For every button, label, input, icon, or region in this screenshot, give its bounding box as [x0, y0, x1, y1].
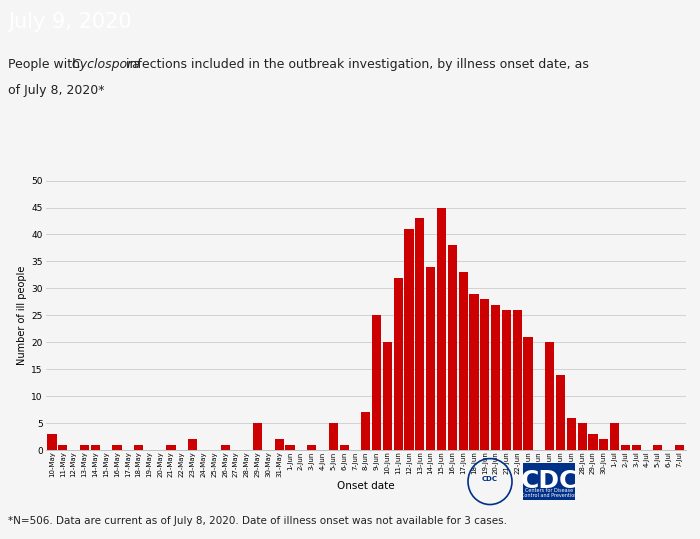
Bar	[48, 434, 57, 450]
Bar	[599, 439, 608, 450]
Bar	[415, 218, 424, 450]
Bar	[426, 267, 435, 450]
Bar	[329, 423, 338, 450]
Bar	[491, 305, 500, 450]
Bar	[340, 445, 349, 450]
Bar	[134, 445, 143, 450]
X-axis label: Onset date: Onset date	[337, 481, 395, 492]
Bar	[675, 445, 684, 450]
Text: Cyclospora: Cyclospora	[71, 58, 140, 71]
Bar	[589, 434, 598, 450]
Bar	[80, 445, 89, 450]
Bar	[167, 445, 176, 450]
Bar	[383, 342, 392, 450]
Bar	[524, 337, 533, 450]
Text: People with: People with	[8, 58, 84, 71]
Bar	[448, 245, 457, 450]
Bar	[372, 315, 382, 450]
Bar	[220, 445, 230, 450]
Y-axis label: Number of ill people: Number of ill people	[17, 266, 27, 365]
Text: of July 8, 2020*: of July 8, 2020*	[8, 84, 104, 97]
Bar	[253, 423, 262, 450]
Bar	[502, 310, 511, 450]
Bar	[578, 423, 587, 450]
Bar	[361, 412, 370, 450]
Bar	[512, 310, 522, 450]
Text: CDC: CDC	[520, 468, 578, 493]
Bar	[437, 208, 446, 450]
Bar	[458, 272, 468, 450]
Text: July 9, 2020: July 9, 2020	[8, 12, 132, 32]
Text: Centers for Disease
Control and Prevention: Centers for Disease Control and Preventi…	[521, 488, 577, 499]
Bar	[91, 445, 100, 450]
Bar	[469, 294, 479, 450]
Bar	[545, 342, 554, 450]
Bar	[307, 445, 316, 450]
Bar	[58, 445, 67, 450]
Bar	[621, 445, 630, 450]
Bar	[631, 445, 640, 450]
Text: CDC: CDC	[482, 476, 498, 482]
Bar	[480, 299, 489, 450]
Bar	[653, 445, 662, 450]
FancyBboxPatch shape	[523, 463, 575, 500]
Text: infections included in the outbreak investigation, by illness onset date, as: infections included in the outbreak inve…	[122, 58, 589, 71]
Bar	[286, 445, 295, 450]
Bar	[188, 439, 197, 450]
Bar	[556, 375, 565, 450]
Bar	[567, 418, 576, 450]
Bar	[112, 445, 122, 450]
Bar	[274, 439, 284, 450]
Bar	[405, 229, 414, 450]
Bar	[610, 423, 620, 450]
Text: *N=506. Data are current as of July 8, 2020. Date of illness onset was not avail: *N=506. Data are current as of July 8, 2…	[8, 516, 507, 526]
Bar	[393, 278, 402, 450]
